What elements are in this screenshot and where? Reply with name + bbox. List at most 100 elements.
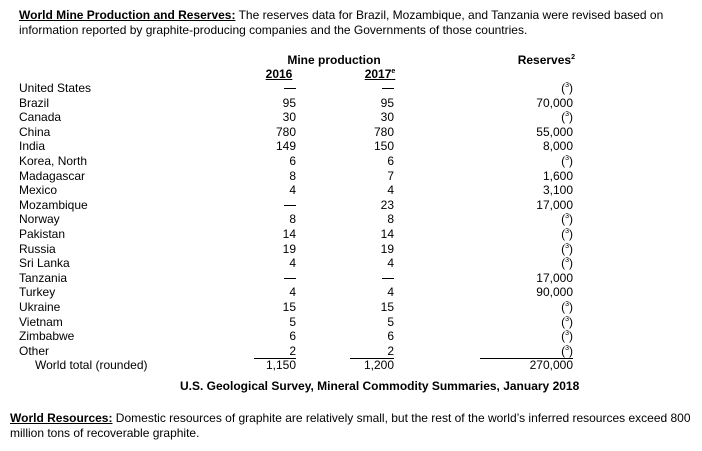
reserves-value: 8,000 [542,139,573,154]
dash-text: — [382,271,394,286]
country-name: Norway [19,212,60,227]
year-2016-header: 2016 [265,67,293,81]
footnote-mark: 3 [565,344,569,352]
footnote-mark: 3 [565,213,569,221]
production-2017: 15 [380,299,394,314]
reserves-value: (3) [561,329,573,344]
world-resources-note: World Resources: Domestic resources of g… [10,411,698,440]
reserves-value: 1,600 [542,168,573,183]
dash-mark [284,205,296,207]
production-2016: 780 [275,124,296,139]
reserves-value: 17,000 [536,197,573,212]
production-2017: 2 [350,344,394,360]
footnote-mark: 3 [565,315,569,323]
footnote-mark: 3 [565,82,569,89]
production-2016: 30 [282,110,296,125]
production-2017: 5 [387,314,394,329]
production-2016: 15 [282,299,296,314]
reserves-value: (3) [561,81,573,95]
total-2016: 1,150 [265,358,296,373]
production-2016: 2 [254,344,296,360]
production-2016: 95 [282,95,296,110]
estimate-mark: e [391,68,396,75]
source-citation: U.S. Geological Survey, Mineral Commodit… [180,379,580,393]
table-row: China 780 780 55,000 [0,125,702,140]
world-total-row: World total (rounded) 1,150 1,200 270,000 [0,358,702,373]
production-2017: 23 [380,197,394,212]
world-resources-heading: World Resources: [10,411,113,425]
country-name: Pakistan [19,226,66,241]
production-2016: — [254,81,296,96]
footnote-mark: 3 [565,242,569,250]
production-2017: 14 [380,226,394,241]
year-2017-header: 2017e [350,67,410,82]
dash-mark [382,278,394,280]
dash-text: — [382,81,394,96]
reserves-value: (3) [561,314,573,329]
dash-text: — [284,271,296,286]
footnote-mark: 3 [565,300,569,308]
production-2016: 6 [289,153,296,168]
table-row: Pakistan 14 14 (3) [0,227,702,242]
production-2017: 4 [387,183,394,198]
country-name: Other [19,343,50,358]
footnote-mark: 3 [565,111,569,119]
dash-mark [284,278,296,280]
production-reserves-note: World Mine Production and Reserves: The … [19,8,695,37]
reserves-value: 55,000 [536,124,573,139]
production-2016: 19 [282,241,296,256]
reserves-value: (3) [480,344,573,360]
year-2017-label: 2017 [364,67,392,81]
country-name: Ukraine [19,299,61,314]
country-name: Russia [19,241,56,256]
total-2017: 1,200 [363,358,394,373]
country-name: India [19,139,46,154]
table-row: United States — — (3) [0,81,702,96]
world-total-label: World total (rounded) [35,358,148,373]
production-2017: 150 [373,139,394,154]
production-2017: 7 [387,168,394,183]
table-row: Sri Lanka 4 4 (3) [0,256,702,271]
table-row: Tanzania — — 17,000 [0,271,702,286]
production-2016: 8 [289,212,296,227]
reserves-value: 3,100 [542,183,573,198]
reserves-value: (3) [561,241,573,256]
production-table: United States——(3)Brazil959570,000Canada… [0,81,702,373]
production-reserves-text: The reserves data for Brazil, Mozambique… [19,8,664,37]
production-2017: 4 [387,256,394,271]
production-2017: 19 [380,241,394,256]
production-2016: — [254,271,296,286]
production-2016: 4 [289,256,296,271]
production-2017: 6 [387,329,394,344]
reserves-value: (3) [561,256,573,271]
table-row: Norway 8 8 (3) [0,212,702,227]
country-name: Brazil [19,95,50,110]
table-row: Korea, North 6 6 (3) [0,154,702,169]
country-name: Canada [19,110,62,125]
mine-production-header: Mine production [287,53,381,67]
table-row: Turkey 4 4 90,000 [0,285,702,300]
production-2017: 8 [387,212,394,227]
production-2017: — [350,271,394,286]
reserves-value: 70,000 [536,95,573,110]
production-reserves-heading: World Mine Production and Reserves: [19,8,236,22]
table-row: Madagascar 8 7 1,600 [0,169,702,184]
reserves-value: 17,000 [536,270,573,285]
table-row: Russia 19 19 (3) [0,242,702,257]
footnote-mark: 3 [565,154,569,162]
country-name: Tanzania [19,270,68,285]
reserves-value: (3) [561,299,573,314]
total-reserves: 270,000 [529,358,573,373]
country-name: Mexico [19,183,58,198]
reserves-footnote-mark: 2 [571,54,575,61]
footnote-mark: 3 [565,257,569,265]
table-row: Mozambique — 23 17,000 [0,198,702,213]
dash-text: — [284,198,296,213]
country-name: China [19,124,51,139]
reserves-header: Reserves2 [495,53,575,68]
table-row: Other 2 2 (3) [0,343,702,360]
reserves-value: 90,000 [536,285,573,300]
country-name: Sri Lanka [19,256,70,271]
country-name: Madagascar [19,168,86,183]
reserves-value: (3) [561,110,573,125]
